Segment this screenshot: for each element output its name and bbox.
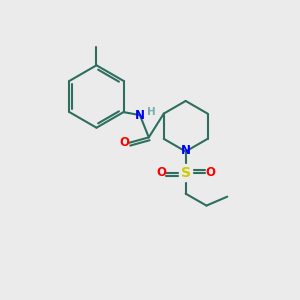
Text: O: O [205,167,215,179]
Text: N: N [181,143,191,157]
Text: S: S [181,166,191,180]
Text: O: O [156,167,166,179]
Text: H: H [147,106,155,116]
Text: O: O [119,136,129,149]
Text: N: N [135,109,145,122]
